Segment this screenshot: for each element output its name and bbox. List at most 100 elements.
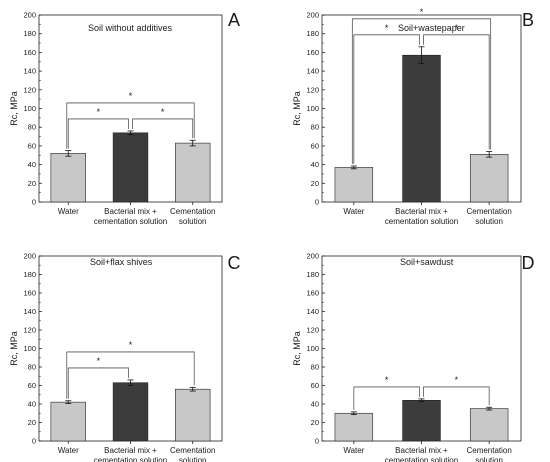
y-tick-label: 140 (23, 67, 36, 76)
y-tick-label: 80 (28, 363, 36, 372)
y-tick-label: 40 (28, 160, 36, 169)
panel-title: Soil without additives (88, 23, 173, 33)
significance-label: * (129, 91, 133, 101)
y-tick-label: 120 (306, 326, 319, 335)
bar (175, 388, 211, 442)
y-tick-label: 20 (311, 418, 319, 427)
y-tick-label: 200 (23, 252, 36, 261)
significance-label: * (455, 23, 459, 33)
y-tick-label: 160 (306, 289, 319, 298)
significance-bracket (132, 118, 194, 139)
panel-letter: D (522, 253, 535, 273)
y-tick-label: 180 (306, 270, 319, 279)
y-tick-label: 60 (28, 141, 36, 150)
y-tick-label: 60 (28, 381, 36, 390)
panel-letter: B (522, 10, 534, 30)
significance-bracket (353, 34, 420, 165)
significance-label: * (385, 23, 389, 33)
y-tick-label: 140 (306, 67, 319, 76)
y-tick-label: 40 (311, 400, 319, 409)
x-tick-label: Cementation (466, 207, 511, 216)
y-tick-label: 40 (311, 160, 319, 169)
y-tick-label: 180 (306, 29, 319, 38)
panel-d: 0 20 40 60 80 100 120 140 160 180 200 Rc, MPa Soil+s… (292, 252, 535, 462)
panel-letter: C (228, 253, 241, 273)
y-tick-label: 40 (28, 400, 36, 409)
panel-b: 0 20 40 60 80 100 120 140 160 180 200 Rc, MPa Soil+w… (292, 7, 534, 226)
bar (334, 412, 374, 442)
x-tick-label: cementation solution (94, 217, 167, 226)
y-tick-label: 120 (23, 85, 36, 94)
x-tick-label: Cementation (170, 207, 215, 216)
y-tick-label: 140 (23, 307, 36, 316)
y-tick-label: 120 (306, 85, 319, 94)
y-tick-label: 140 (306, 307, 319, 316)
y-tick-label: 0 (32, 437, 36, 446)
y-tick-label: 60 (311, 381, 319, 390)
y-tick-label: 160 (23, 48, 36, 57)
y-tick-label: 80 (311, 363, 319, 372)
y-tick-label: 200 (306, 11, 319, 20)
y-tick-label: 80 (28, 123, 36, 132)
bar (402, 399, 441, 442)
y-axis-label: Rc, MPa (9, 331, 19, 366)
x-tick-label: Water (58, 446, 79, 455)
significance-bracket (423, 386, 490, 406)
significance-bracket (66, 102, 195, 149)
x-tick-label: solution (179, 217, 207, 226)
y-tick-label: 20 (28, 179, 36, 188)
bar (50, 401, 86, 442)
significance-bracket (351, 18, 492, 165)
bar (112, 132, 149, 203)
panel-title: Soil+flax shives (90, 257, 153, 267)
significance-label: * (97, 356, 101, 366)
bar (334, 167, 374, 203)
significance-label: * (455, 375, 459, 385)
y-tick-label: 20 (28, 418, 36, 427)
significance-bracket (66, 351, 195, 399)
x-tick-label: solution (179, 456, 207, 462)
panel-a: 0 20 40 60 80 100 120 140 160 180 200 Rc, MPa Soil w… (9, 10, 240, 226)
y-axis-label: Rc, MPa (9, 91, 19, 126)
significance-bracket (67, 118, 129, 149)
bar (112, 382, 149, 442)
y-tick-label: 100 (23, 344, 36, 353)
y-tick-label: 200 (306, 252, 319, 261)
x-tick-label: Bacterial mix + (395, 446, 448, 455)
x-tick-label: Bacterial mix + (395, 207, 448, 216)
y-tick-label: 100 (23, 104, 36, 113)
x-tick-label: cementation solution (385, 217, 458, 226)
x-tick-label: solution (475, 217, 503, 226)
x-tick-label: Water (58, 207, 79, 216)
significance-label: * (129, 340, 133, 350)
y-tick-label: 160 (23, 289, 36, 298)
y-axis-label: Rc, MPa (292, 331, 302, 366)
bar (50, 153, 86, 203)
y-axis-label: Rc, MPa (292, 91, 302, 126)
x-tick-label: Water (343, 446, 364, 455)
y-tick-label: 0 (32, 198, 36, 207)
significance-label: * (97, 107, 101, 117)
significance-label: * (161, 107, 165, 117)
panel-c: 0 20 40 60 80 100 120 140 160 180 200 Rc, MPa Soil+f… (9, 252, 241, 462)
y-tick-label: 120 (23, 326, 36, 335)
significance-bracket (353, 386, 420, 410)
y-tick-label: 60 (311, 141, 319, 150)
x-tick-label: solution (475, 456, 503, 462)
x-tick-label: Bacterial mix + (104, 446, 157, 455)
x-tick-label: cementation solution (94, 456, 167, 462)
y-tick-label: 100 (306, 344, 319, 353)
y-tick-label: 160 (306, 48, 319, 57)
y-tick-label: 0 (315, 437, 319, 446)
bar (469, 408, 509, 442)
significance-bracket (67, 367, 129, 399)
x-tick-label: Water (343, 207, 364, 216)
x-tick-label: cementation solution (385, 456, 458, 462)
y-tick-label: 100 (306, 104, 319, 113)
y-tick-label: 20 (311, 179, 319, 188)
y-tick-label: 200 (23, 11, 36, 20)
y-tick-label: 0 (315, 198, 319, 207)
y-tick-label: 180 (23, 29, 36, 38)
significance-bracket (423, 34, 490, 150)
